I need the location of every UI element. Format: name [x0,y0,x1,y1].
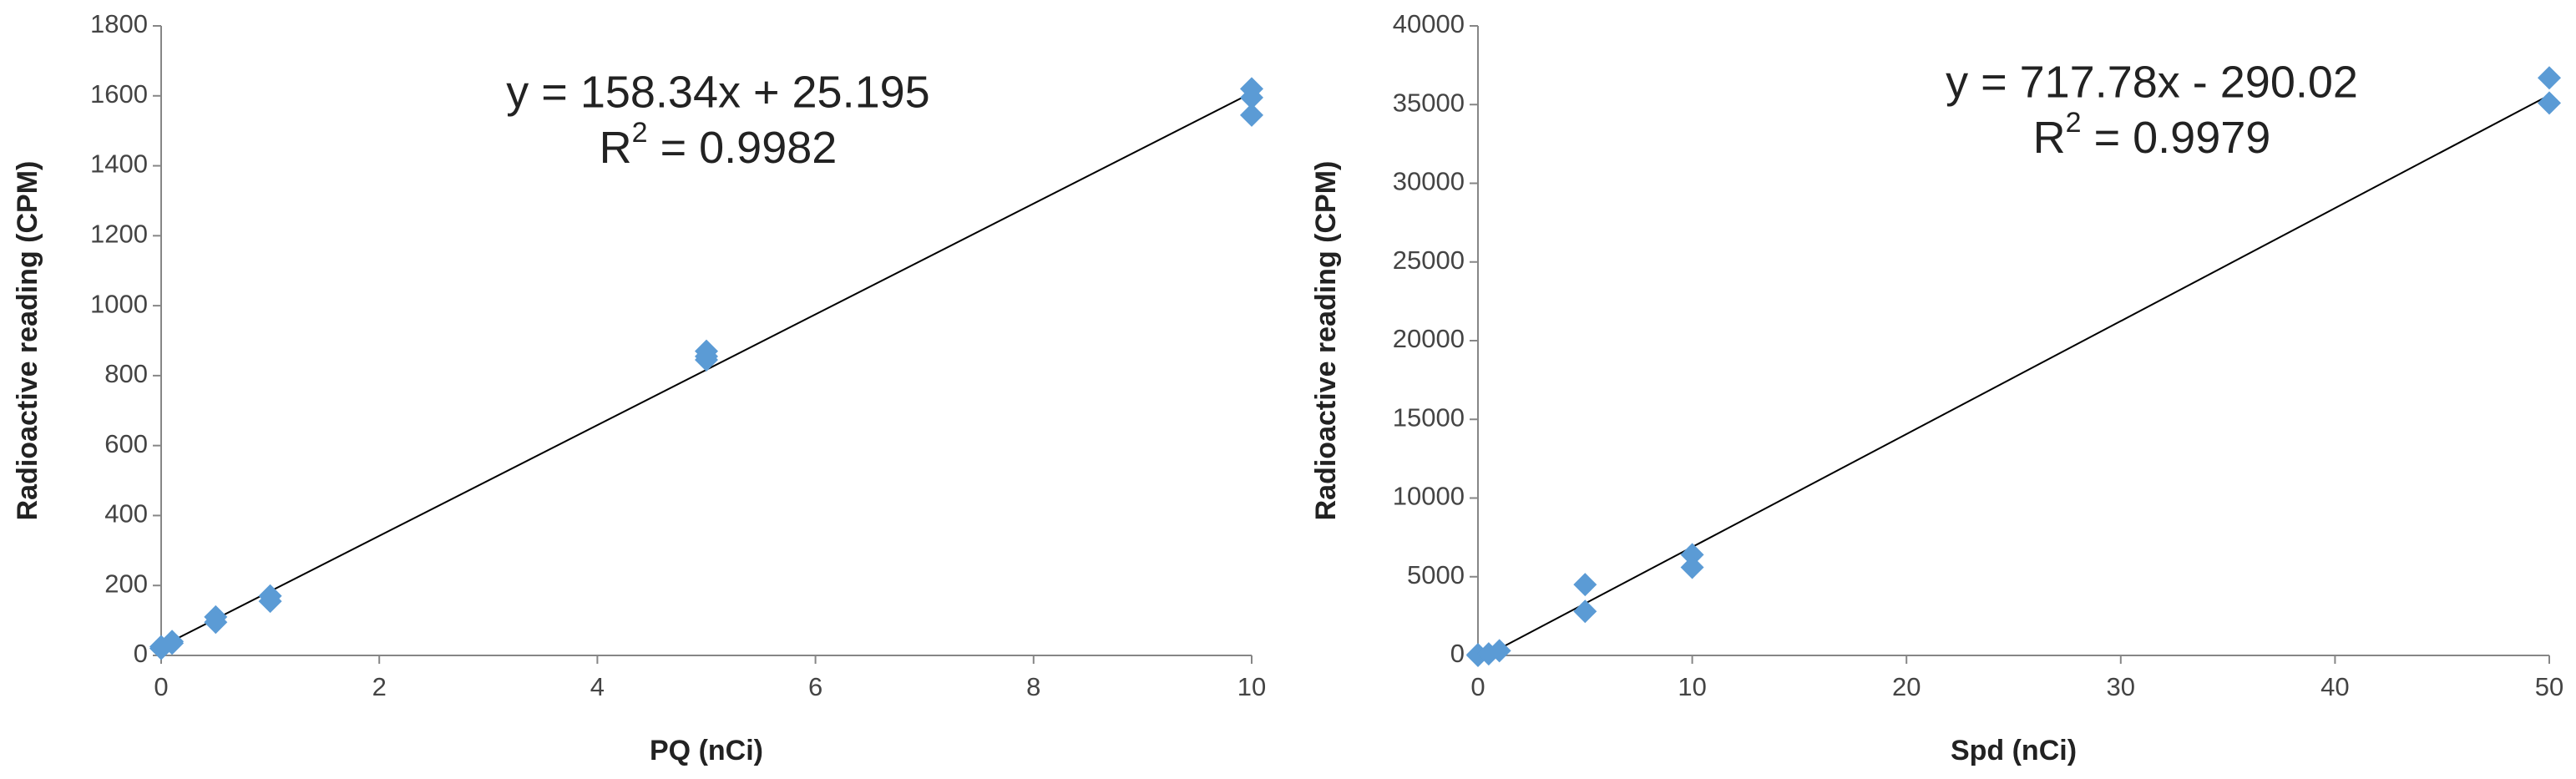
r2-base: R [600,123,632,173]
point [695,344,718,368]
y-tick-label: 1600 [90,79,148,109]
y-tick-label: 1400 [90,149,148,179]
x-tick-label: 20 [1892,672,1921,701]
y-tick-label: 25000 [1393,245,1465,275]
y-tick-label: 200 [104,569,148,598]
equation: y = 717.78x - 290.02 [1946,57,2358,107]
chart: 0 200 400 600 800 1000 1200 1400 1600 1800 0 2 4 6 8 10… [12,9,1266,766]
y-tick-label: 600 [104,429,148,458]
point [1680,555,1704,579]
point [2538,91,2561,115]
x-tick-label: 40 [2320,672,2349,701]
r-squared: R2 = 0.9982 [600,117,838,173]
point [1680,543,1704,567]
y-tick-label: 1200 [90,220,148,249]
r2-sup: 2 [632,117,648,149]
point [1240,103,1263,127]
y-tick-label: 0 [1450,639,1465,668]
x-tick-label: 0 [154,672,168,701]
x-tick-label: 6 [808,672,822,701]
point [160,630,185,654]
point [2538,66,2561,90]
y-tick-label: 30000 [1393,167,1465,196]
y-axis-title: Radioactive reading (CPM) [1310,161,1342,521]
y-tick-label: 40000 [1393,9,1465,38]
y-tick-label: 15000 [1393,402,1465,432]
point [204,610,228,635]
x-tick-label: 8 [1026,672,1040,701]
r2-base: R [2033,113,2066,163]
point [1573,573,1597,597]
y-tick-label: 1800 [90,9,148,38]
y-tick-label: 800 [104,359,148,388]
y-tick-label: 10000 [1393,482,1465,511]
y-axis-title: Radioactive reading (CPM) [12,161,43,521]
r2-rest: = 0.9982 [648,123,838,173]
x-axis-title: PQ (nCi) [650,735,763,766]
x-tick-label: 50 [2535,672,2563,701]
x-tick-label: 4 [590,672,605,701]
x-tick-label: 2 [372,672,387,701]
r2-rest: = 0.9979 [2082,113,2271,163]
point [1487,639,1511,663]
chart: 0 5000 10000 15000 20000 25000 30000 35000 40000… [1310,9,2563,766]
y-tick-label: 1000 [90,289,148,318]
y-tick-label: 35000 [1393,88,1465,117]
y-tick-label: 20000 [1393,324,1465,353]
y-tick-label: 400 [104,499,148,529]
x-tick-label: 10 [1237,672,1266,701]
trendline [1485,94,2549,655]
point [1573,599,1597,624]
x-axis-title: Spd (nCi) [1951,735,2077,766]
x-tick-label: 0 [1470,672,1485,701]
r2-sup: 2 [2066,107,2082,139]
r-squared: R2 = 0.9979 [2033,107,2271,163]
point [258,589,282,614]
x-tick-label: 10 [1678,672,1706,701]
equation: y = 158.34x + 25.195 [506,67,929,117]
x-tick-label: 30 [2107,672,2135,701]
y-tick-label: 0 [134,639,148,668]
point [1240,85,1263,109]
y-tick-label: 5000 [1407,560,1465,589]
